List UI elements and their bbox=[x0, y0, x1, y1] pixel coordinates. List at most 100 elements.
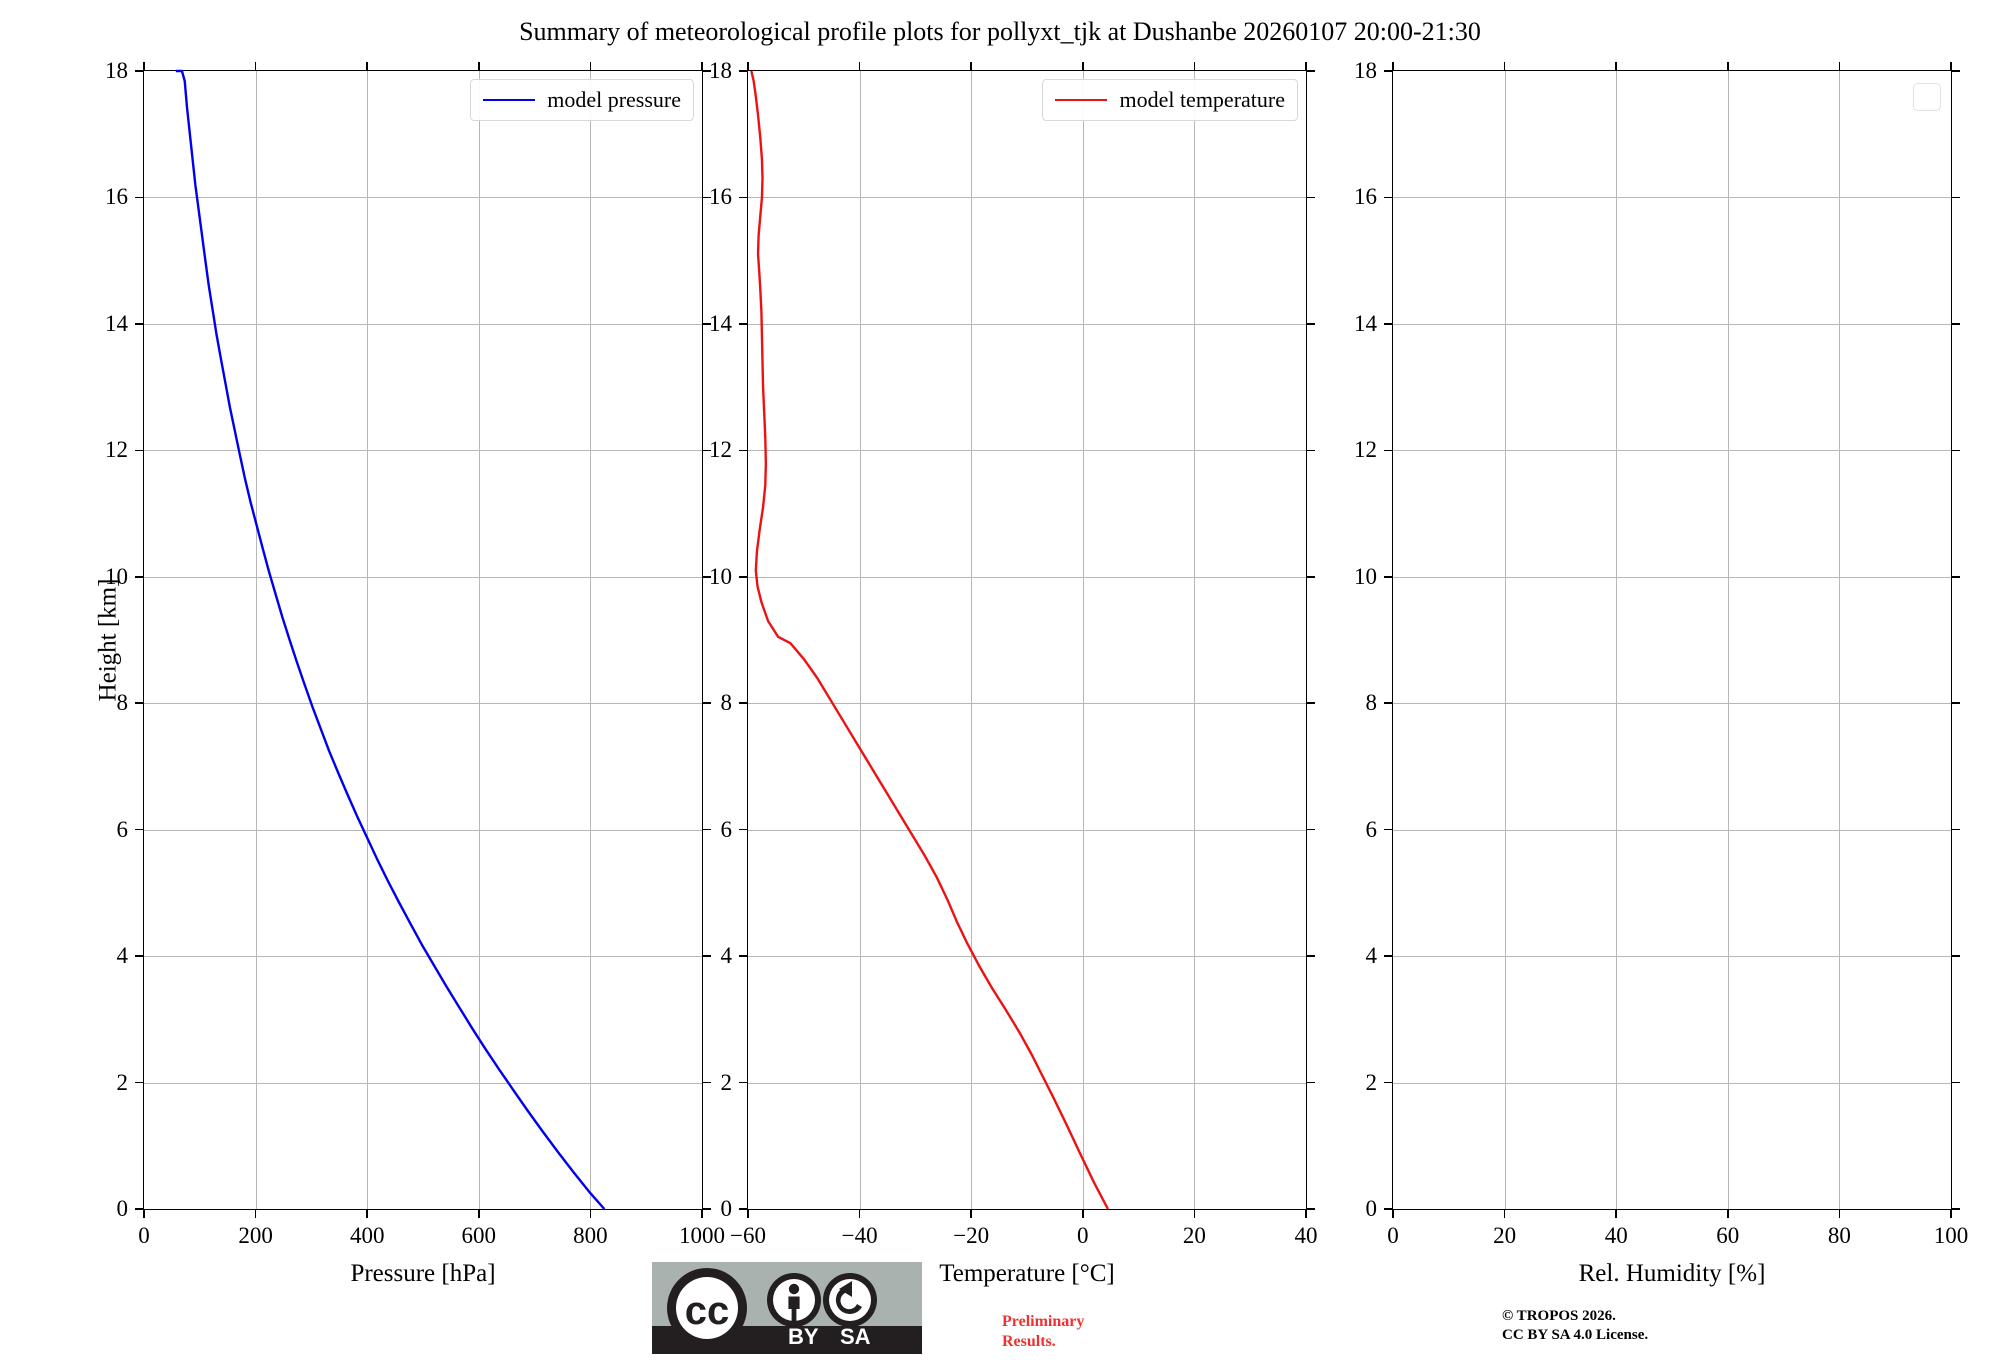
tropos-copyright-line-1: © TROPOS 2026. bbox=[1502, 1308, 1616, 1324]
pressure-panel: 0 2 4 6 8 10 12 14 16 18 0 200 400 600 800 1000 Height … bbox=[94, 70, 725, 1287]
y-axis-tick-label: 6 bbox=[116, 816, 129, 842]
x-axis-tick bbox=[1615, 62, 1617, 71]
y-axis-tick bbox=[702, 1081, 711, 1084]
y-axis-tick-label: 10 bbox=[1354, 563, 1377, 589]
x-axis-tick bbox=[701, 1209, 703, 1218]
grid-line-horizontal bbox=[1393, 576, 1951, 578]
y-axis-tick-label: 4 bbox=[1365, 943, 1378, 969]
grid-line-horizontal bbox=[748, 956, 1306, 958]
y-axis-tick bbox=[702, 323, 711, 325]
y-axis-tick bbox=[135, 323, 144, 325]
y-axis-tick bbox=[739, 1081, 748, 1084]
cc-by-label: BY bbox=[788, 1324, 819, 1349]
y-axis-tick-label: 2 bbox=[720, 1069, 733, 1095]
pressure-y-axis-title: Height [km] bbox=[94, 578, 122, 702]
x-axis-tick bbox=[970, 1209, 972, 1218]
y-axis-tick bbox=[702, 70, 711, 72]
grid-line-horizontal bbox=[144, 829, 702, 831]
y-axis-tick-label: 8 bbox=[116, 690, 129, 716]
x-axis-tick bbox=[970, 62, 972, 71]
pressure-x-axis-title: Pressure [hPa] bbox=[350, 1260, 496, 1287]
y-axis-tick bbox=[702, 828, 711, 831]
y-axis-tick bbox=[1951, 955, 1960, 957]
y-axis-tick bbox=[1951, 1208, 1960, 1210]
y-axis-tick bbox=[1951, 702, 1960, 705]
y-axis-tick bbox=[1384, 1081, 1393, 1084]
x-axis-tick-label: 100 bbox=[1933, 1223, 1969, 1248]
x-axis-tick-label: 40 bbox=[1604, 1223, 1628, 1248]
x-axis-tick bbox=[366, 1209, 368, 1218]
x-axis-tick bbox=[1950, 62, 1952, 71]
y-axis-tick bbox=[702, 196, 711, 199]
y-axis-tick bbox=[1306, 449, 1315, 452]
y-axis-tick-label: 12 bbox=[105, 437, 128, 463]
temperature-panel: 0 2 4 6 8 10 12 14 16 18 −60 −40 −20 0 20 40 Temperatur… bbox=[709, 58, 1318, 1287]
y-axis-tick bbox=[739, 323, 748, 325]
y-axis-tick bbox=[739, 196, 748, 199]
x-axis-tick-label: 40 bbox=[1294, 1223, 1318, 1248]
y-axis-tick bbox=[1306, 575, 1315, 578]
grid-line-vertical bbox=[367, 71, 369, 1209]
preliminary-line-2: Results. bbox=[1002, 1332, 1056, 1350]
preliminary-results-note: Preliminary Results. bbox=[1002, 1312, 1084, 1351]
y-axis-tick bbox=[135, 449, 144, 452]
y-axis-tick bbox=[1384, 1208, 1393, 1210]
temperature-legend[interactable]: model temperature bbox=[1042, 79, 1298, 121]
x-axis-tick bbox=[478, 1209, 480, 1218]
y-axis-tick bbox=[1306, 70, 1315, 72]
y-axis-tick bbox=[135, 702, 144, 705]
x-axis-tick bbox=[366, 62, 368, 71]
y-axis-tick-label: 6 bbox=[720, 816, 733, 842]
x-axis-tick bbox=[1082, 62, 1084, 71]
y-axis-tick bbox=[1951, 828, 1960, 831]
y-axis-tick bbox=[1951, 1081, 1960, 1084]
x-axis-tick-label: 20 bbox=[1182, 1223, 1206, 1248]
x-axis-tick-label: −60 bbox=[730, 1223, 766, 1248]
x-axis-tick-label: 200 bbox=[238, 1223, 273, 1248]
grid-line-vertical bbox=[590, 71, 592, 1209]
x-axis-tick bbox=[1503, 62, 1506, 71]
x-axis-tick bbox=[254, 1209, 257, 1218]
x-axis-tick-label: 800 bbox=[573, 1223, 608, 1248]
pressure-legend[interactable]: model pressure bbox=[470, 79, 694, 121]
y-axis-tick-label: 10 bbox=[709, 563, 732, 589]
y-axis-tick bbox=[135, 1208, 144, 1210]
grid-line-horizontal bbox=[748, 197, 1306, 199]
y-axis-tick bbox=[1306, 702, 1315, 705]
data-series-line bbox=[751, 71, 1108, 1209]
y-axis-tick-label: 8 bbox=[720, 690, 733, 716]
grid-line-horizontal bbox=[748, 1082, 1306, 1084]
data-series-line bbox=[176, 71, 605, 1209]
grid-line-horizontal bbox=[1393, 703, 1951, 705]
cc-badge-icons: cc bbox=[667, 1268, 877, 1348]
svg-text:cc: cc bbox=[685, 1289, 730, 1333]
y-axis-tick bbox=[1384, 828, 1393, 831]
x-axis-tick bbox=[589, 1209, 592, 1218]
x-axis-tick bbox=[1615, 1209, 1617, 1218]
tropos-copyright: © TROPOS 2026. CC BY SA 4.0 License. bbox=[1502, 1307, 1648, 1345]
x-axis-tick bbox=[1193, 1209, 1196, 1218]
cc-by-person-icon bbox=[767, 1273, 821, 1327]
x-axis-tick-label: 1000 bbox=[679, 1223, 725, 1248]
y-axis-tick-label: 16 bbox=[1354, 184, 1377, 210]
x-axis-tick bbox=[1305, 62, 1307, 71]
x-axis-tick-label: 20 bbox=[1493, 1223, 1517, 1248]
y-axis-tick bbox=[135, 196, 144, 199]
y-axis-tick-label: 16 bbox=[709, 184, 732, 210]
figure-title: Summary of meteorological profile plots … bbox=[519, 17, 1481, 46]
humidity-legend-empty-box[interactable] bbox=[1913, 83, 1941, 111]
grid-line-vertical bbox=[971, 71, 973, 1209]
x-axis-tick bbox=[1392, 1209, 1394, 1218]
y-axis-tick-label: 2 bbox=[1365, 1069, 1378, 1095]
y-axis-tick-label: 8 bbox=[1365, 690, 1378, 716]
x-axis-tick bbox=[1082, 1209, 1084, 1218]
x-axis-tick bbox=[1838, 62, 1841, 71]
grid-line-horizontal bbox=[748, 829, 1306, 831]
grid-line-horizontal bbox=[144, 1082, 702, 1084]
y-axis-tick bbox=[702, 955, 711, 957]
y-axis-tick bbox=[739, 449, 748, 452]
x-axis-tick-label: 0 bbox=[1387, 1223, 1399, 1248]
y-axis-tick bbox=[702, 1208, 711, 1210]
grid-line-horizontal bbox=[144, 197, 702, 199]
x-axis-tick bbox=[701, 62, 703, 71]
